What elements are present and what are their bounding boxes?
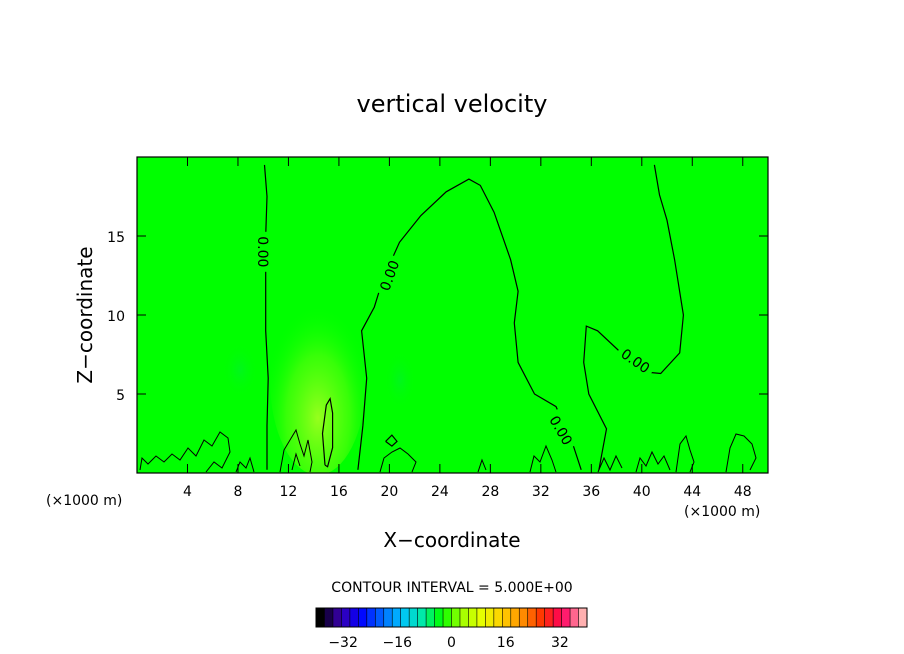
x-unit-left: (×1000 m) <box>46 493 122 509</box>
contour-label-mask <box>255 231 272 272</box>
colorbar-tick-label: 0 <box>447 635 456 651</box>
surface-contour <box>139 431 231 473</box>
colorbar-bin <box>485 608 495 627</box>
contour-line-0 <box>263 164 269 470</box>
x-tick-label: 12 <box>280 484 298 500</box>
colorbar-bin <box>332 608 342 627</box>
surface-contour <box>477 458 487 473</box>
colorbar-bin <box>570 608 579 627</box>
surface-contour <box>279 428 313 473</box>
y-tick-label: 10 <box>107 309 125 325</box>
surface-contour <box>725 433 757 473</box>
colorbar-bin <box>527 608 537 627</box>
surface-contour <box>379 447 417 473</box>
colorbar-bin <box>434 608 444 627</box>
contour-label-0: 0.00 <box>254 236 270 267</box>
x-tick-label: 4 <box>183 484 192 500</box>
colorbar-tick-label: −16 <box>383 635 413 651</box>
colorbar-bin <box>553 608 562 627</box>
surface-contour <box>291 452 301 471</box>
colorbar-bin <box>578 608 588 627</box>
contour-label-mask <box>375 253 404 298</box>
plot-area: 0.000.000.000.00 <box>136 156 769 474</box>
contour-line-1 <box>357 178 582 470</box>
colorbar-tick-label: −32 <box>328 635 358 651</box>
colorbar-tick-label: 32 <box>551 635 569 651</box>
contour-label-mask <box>544 409 578 452</box>
colorbar-bin <box>417 608 427 627</box>
x-tick-label: 40 <box>633 484 651 500</box>
x-tick-label: 16 <box>330 484 348 500</box>
colorbar <box>315 607 588 628</box>
colorbar-bin <box>400 608 410 627</box>
x-tick-label: 28 <box>481 484 499 500</box>
colorbar-bin <box>366 608 376 627</box>
colorbar-bin <box>443 608 452 627</box>
surface-contour <box>675 434 695 473</box>
colorbar-bin <box>375 608 385 627</box>
x-tick-labels: 4 8 12 16 20 24 28 32 36 40 44 48 <box>183 484 752 500</box>
surface-contour <box>597 454 623 473</box>
colorbar-bin <box>392 608 401 627</box>
colorbar-bin <box>510 608 520 627</box>
y-tick-label: 15 <box>107 230 125 246</box>
contour-lines <box>263 164 685 470</box>
colorbar-bin <box>349 608 359 627</box>
colorbar-bin <box>493 608 503 627</box>
colorbar-bin <box>451 608 461 627</box>
y-tick-label: 5 <box>116 388 125 404</box>
surface-contour <box>235 456 255 473</box>
colorbar-bin <box>409 608 418 627</box>
colorbar-bin <box>502 608 512 627</box>
colorbar-bin <box>519 608 529 627</box>
shading-layer <box>222 285 416 473</box>
surface-noise-contours <box>139 428 757 473</box>
axis-ticks <box>137 157 768 473</box>
contour-label-mask <box>614 342 657 379</box>
x-tick-label: 36 <box>582 484 600 500</box>
x-tick-label: 44 <box>683 484 701 500</box>
chart-title: vertical velocity <box>357 90 548 118</box>
x-tick-label: 20 <box>380 484 398 500</box>
colorbar-frame <box>315 607 588 628</box>
contour-line-3 <box>321 396 334 468</box>
colorbar-bin <box>324 608 334 627</box>
x-tick-label: 24 <box>431 484 449 500</box>
colorbar-bin <box>561 608 571 627</box>
colorbar-bin <box>358 608 368 627</box>
colorbar-bin <box>536 608 545 627</box>
colorbar-bin <box>468 608 478 627</box>
colorbar-bin <box>459 608 469 627</box>
x-unit-right: (×1000 m) <box>684 504 760 520</box>
x-tick-label: 32 <box>532 484 550 500</box>
y-axis-label: Z−coordinate <box>73 246 97 383</box>
colorbar-bin <box>544 608 554 627</box>
colorbar-bin <box>426 608 435 627</box>
colorbar-tick-label: 16 <box>497 635 515 651</box>
shading-patch <box>222 342 258 398</box>
colorbar-bin <box>476 608 486 627</box>
colorbar-bin <box>316 608 325 627</box>
contour-interval-label: CONTOUR INTERVAL = 5.000E+00 <box>331 580 572 596</box>
surface-contour <box>635 450 671 473</box>
plot-background <box>137 157 768 473</box>
colorbar-bin <box>341 608 351 627</box>
updraft-shading <box>270 285 366 473</box>
surface-contour <box>529 444 557 473</box>
shading-patch <box>384 350 416 410</box>
x-axis-label: X−coordinate <box>383 528 520 552</box>
colorbar-bin <box>383 608 393 627</box>
contour-line-4 <box>385 434 398 447</box>
x-tick-label: 8 <box>233 484 242 500</box>
x-tick-label: 48 <box>734 484 752 500</box>
y-tick-labels: 5 10 15 <box>107 230 125 404</box>
colorbar-tick-labels: −32 −16 0 16 32 <box>328 635 568 651</box>
